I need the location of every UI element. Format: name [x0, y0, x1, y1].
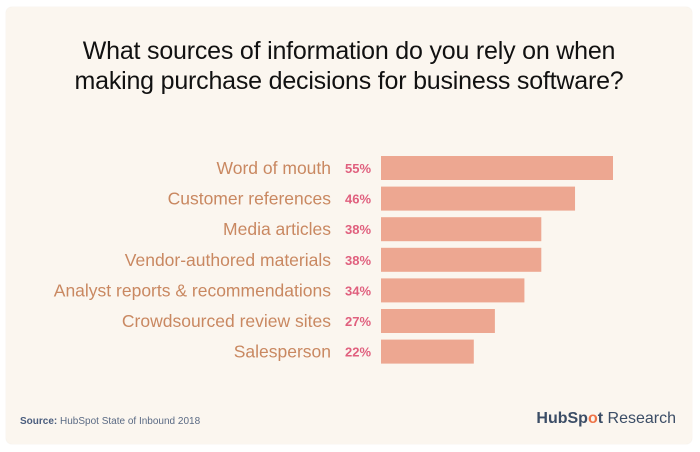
source-text: HubSpot State of Inbound 2018	[60, 416, 201, 427]
bar-0	[381, 156, 613, 180]
value-label: 34%	[345, 283, 371, 298]
brand-t: t	[597, 410, 604, 427]
bar-4	[381, 278, 525, 303]
brand-hub: HubSp	[536, 410, 588, 427]
value-label: 38%	[345, 222, 371, 237]
chart-card: What sources of information do you rely …	[6, 7, 692, 444]
value-label: 46%	[345, 192, 371, 207]
chart-title-line-1: What sources of information do you rely …	[82, 37, 616, 65]
category-label: Analyst reports & recommendations	[54, 280, 331, 300]
category-label: Crowdsourced review sites	[122, 311, 331, 331]
category-label: Customer references	[168, 189, 332, 209]
bar-1	[381, 186, 576, 211]
chart-title-line-2: making purchase decisions for business s…	[74, 67, 624, 95]
source-note: Source: HubSpot State of Inbound 2018	[20, 416, 200, 427]
category-label: Media articles	[223, 219, 331, 239]
value-label: 22%	[345, 345, 371, 360]
value-label: 27%	[345, 314, 371, 329]
bar-6	[381, 339, 474, 364]
category-label: Salesperson	[234, 342, 331, 362]
brand-suffix: Research	[607, 410, 676, 427]
category-label: Vendor-authored materials	[125, 250, 331, 270]
hubspot-research-logo: HubSpot Research	[536, 410, 676, 428]
bar-2	[381, 217, 542, 242]
brand-sprocket: o	[587, 410, 598, 427]
bar-3	[381, 247, 542, 272]
category-label: Word of mouth	[217, 158, 331, 178]
bar-5	[381, 309, 495, 333]
source-label: Source:	[20, 416, 58, 427]
chart-title: What sources of information do you rely …	[6, 36, 692, 96]
value-label: 38%	[345, 253, 371, 268]
value-label: 55%	[345, 161, 371, 176]
